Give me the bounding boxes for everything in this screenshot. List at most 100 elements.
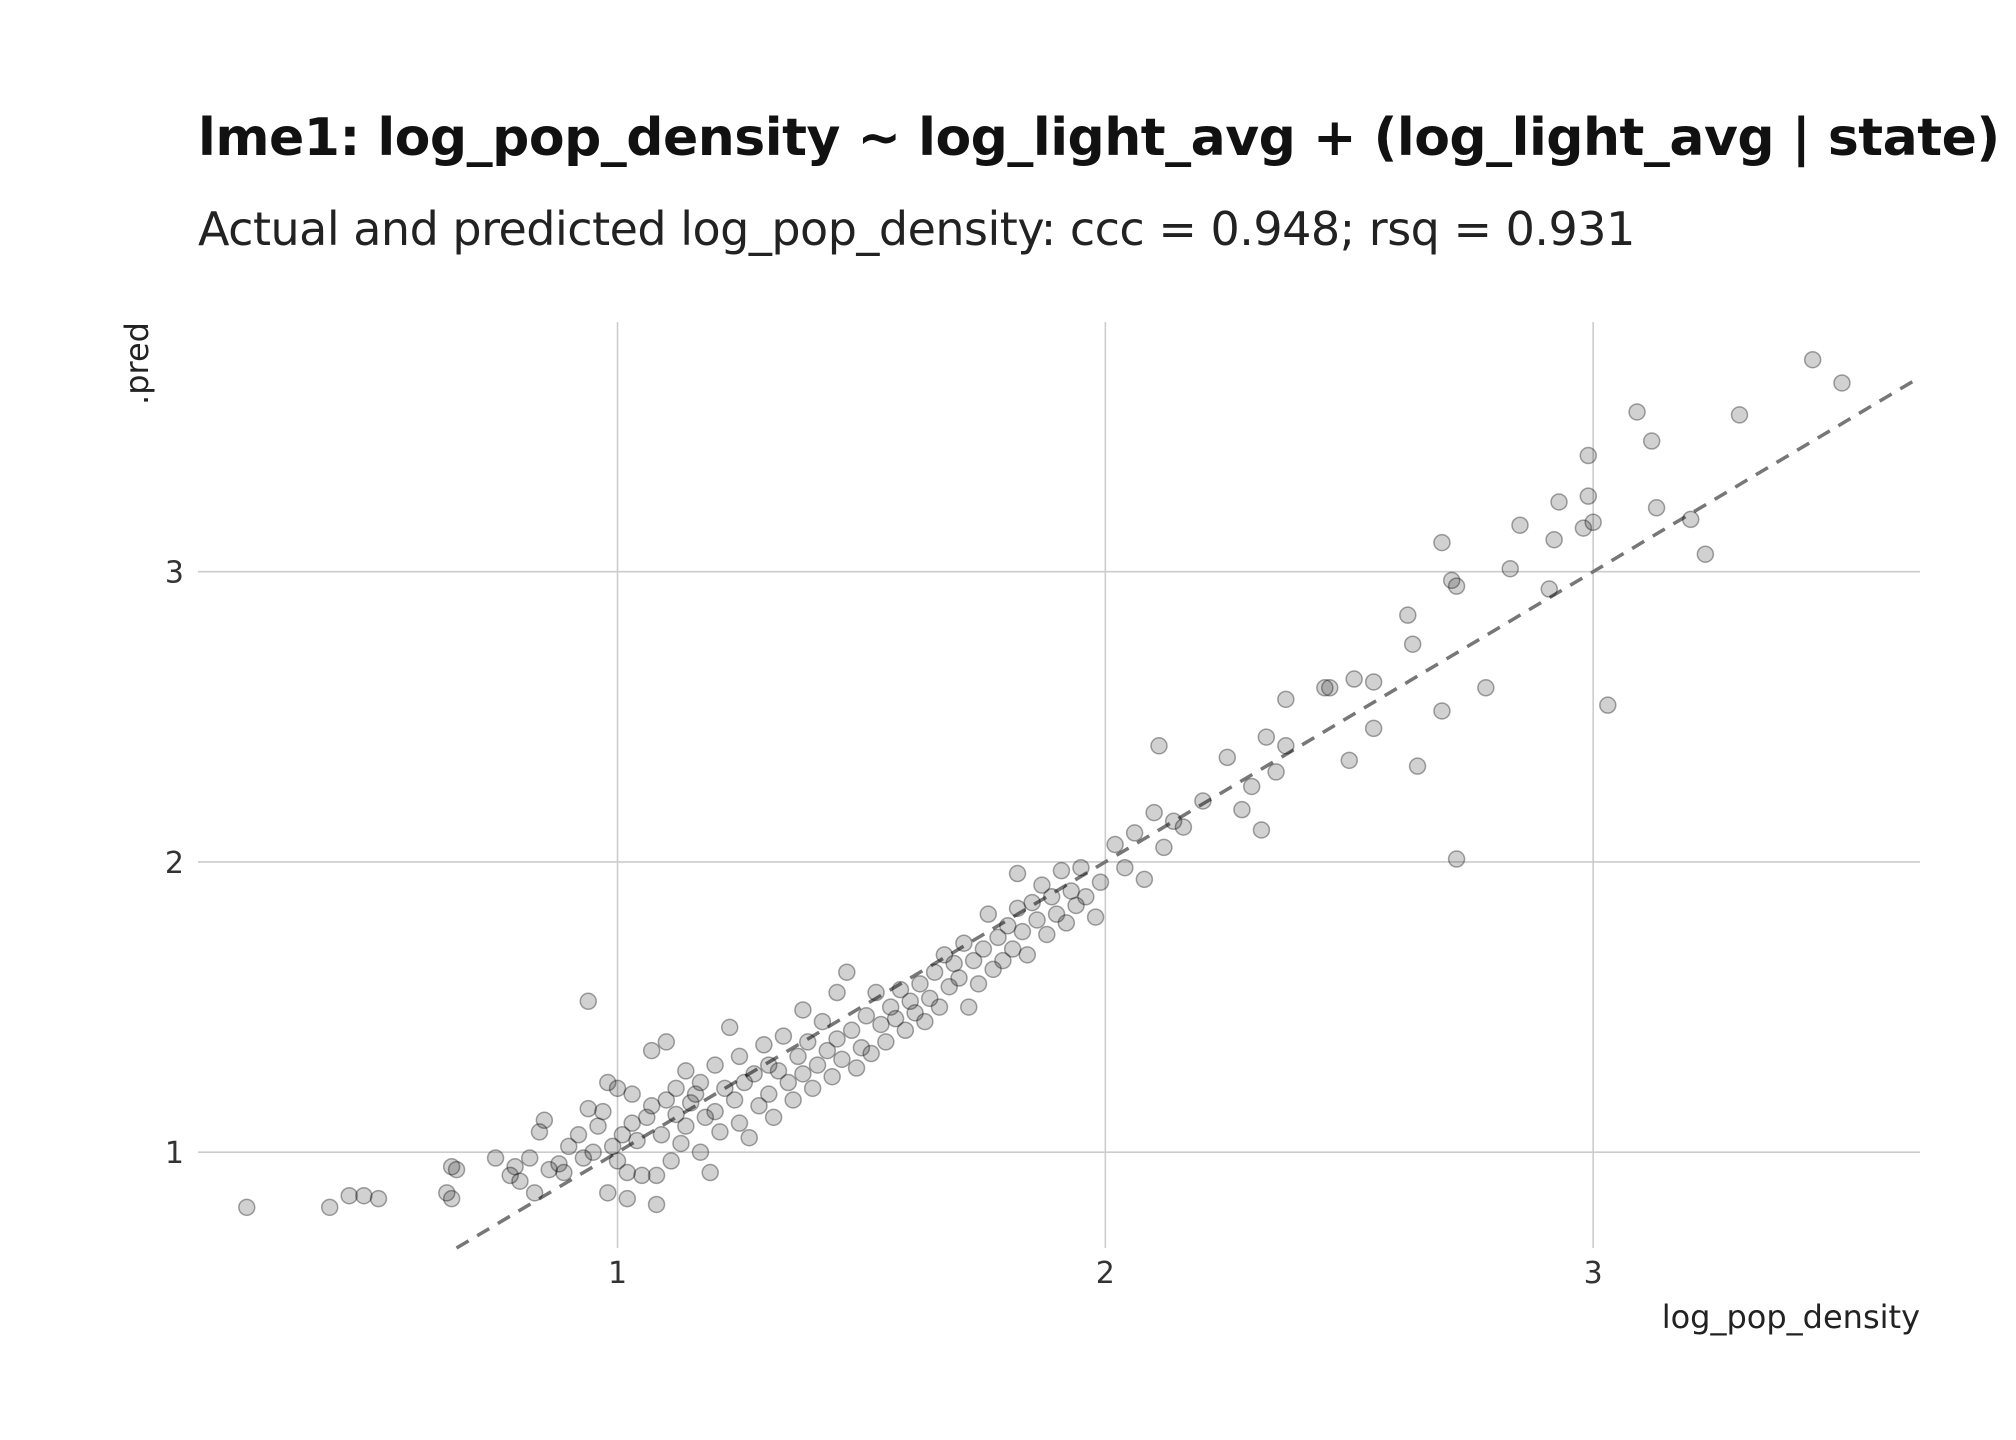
gridlines — [198, 322, 1920, 1248]
data-point — [759, 1085, 778, 1103]
data-point — [779, 1073, 798, 1092]
data-point — [1545, 530, 1563, 549]
data-point — [657, 1033, 676, 1051]
data-point — [603, 1137, 622, 1156]
data-point — [618, 1189, 637, 1208]
data-point — [906, 1004, 924, 1022]
data-point — [735, 1073, 754, 1092]
chart-title: lme1: log_pop_density ~ log_light_avg + … — [198, 108, 2000, 168]
data-point — [1540, 580, 1559, 598]
data-point — [1584, 513, 1602, 532]
data-point — [759, 1056, 778, 1074]
data-point — [945, 954, 963, 973]
data-point — [1086, 908, 1105, 926]
data-point — [720, 1018, 739, 1037]
data-point — [886, 1009, 905, 1028]
data-point — [1125, 824, 1144, 842]
data-point — [789, 1047, 807, 1066]
data-point — [1018, 946, 1037, 964]
data-point — [842, 1021, 861, 1040]
data-point — [447, 1160, 466, 1179]
reference-line-layer — [455, 375, 1921, 1250]
data-point — [1013, 922, 1032, 941]
data-point — [799, 1033, 817, 1051]
data-point — [1257, 728, 1276, 746]
data-point — [320, 1198, 339, 1217]
data-point — [1574, 519, 1593, 537]
data-point — [911, 975, 929, 993]
data-point — [1003, 940, 1022, 958]
data-point — [506, 1157, 524, 1176]
data-point — [862, 1044, 880, 1063]
data-point — [1072, 858, 1090, 877]
data-point — [594, 1102, 612, 1121]
data-point — [716, 1079, 734, 1098]
data-point — [1116, 858, 1134, 877]
data-point — [1028, 911, 1046, 929]
data-point — [1091, 873, 1110, 891]
data-point — [901, 992, 919, 1011]
data-point — [1023, 893, 1041, 912]
data-point — [740, 1128, 758, 1147]
data-point — [340, 1186, 358, 1205]
data-point — [1033, 876, 1051, 894]
data-point — [608, 1079, 627, 1098]
data-point — [1042, 888, 1061, 906]
data-point — [540, 1160, 558, 1179]
data-point — [838, 963, 856, 981]
data-point — [369, 1189, 388, 1208]
data-point — [1511, 516, 1529, 534]
data-point — [1008, 864, 1027, 883]
data-point — [1155, 838, 1173, 857]
y-tick-label: 3 — [165, 556, 184, 591]
data-point — [881, 998, 900, 1016]
data-point — [691, 1073, 710, 1092]
data-point — [638, 1108, 656, 1127]
data-point — [1267, 763, 1285, 781]
data-point — [520, 1149, 539, 1167]
data-point — [999, 917, 1017, 935]
data-point — [940, 977, 958, 996]
data-point — [701, 1163, 719, 1182]
data-point — [657, 1091, 676, 1109]
data-point — [1433, 533, 1451, 552]
data-point — [1803, 350, 1822, 369]
data-point — [1681, 510, 1700, 529]
data-point — [755, 1036, 773, 1054]
data-point — [1403, 635, 1422, 653]
data-point — [238, 1198, 256, 1217]
data-point — [696, 1108, 715, 1127]
data-point — [623, 1114, 641, 1132]
data-point — [1194, 792, 1212, 810]
data-point — [628, 1131, 646, 1150]
data-point — [711, 1123, 729, 1141]
data-point — [794, 1001, 812, 1019]
data-point — [608, 1152, 627, 1170]
data-point — [794, 1065, 812, 1083]
data-point — [1364, 673, 1383, 691]
data-point — [877, 1033, 895, 1051]
data-point — [867, 983, 885, 1002]
data-point — [808, 1056, 827, 1074]
data-point — [979, 905, 998, 923]
data-point — [652, 1126, 671, 1144]
data-point — [1340, 751, 1359, 770]
data-point — [989, 928, 1007, 947]
data-point — [1833, 374, 1851, 392]
data-point — [818, 1041, 837, 1060]
data-point — [1345, 670, 1363, 688]
data-point — [984, 960, 1002, 979]
data-point — [1408, 757, 1427, 775]
data-point — [1077, 888, 1095, 906]
data-point — [1599, 696, 1617, 714]
data-point — [1579, 487, 1598, 505]
data-point — [823, 1067, 841, 1086]
data-point — [706, 1056, 724, 1074]
data-point — [1057, 914, 1076, 932]
data-point — [442, 1189, 461, 1208]
data-point — [1628, 403, 1646, 421]
tick-labels: 1 2 3 1 2 3 — [165, 556, 1603, 1291]
data-point — [1062, 882, 1080, 900]
data-point — [667, 1105, 685, 1124]
